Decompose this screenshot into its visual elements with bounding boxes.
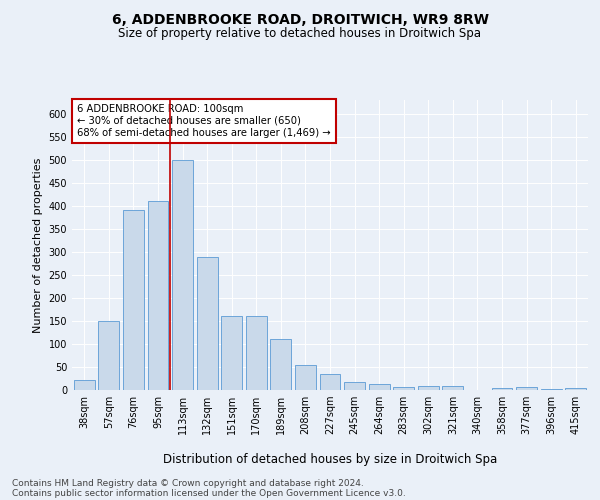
- Bar: [393, 387, 414, 390]
- Bar: [74, 380, 95, 390]
- Y-axis label: Number of detached properties: Number of detached properties: [33, 158, 43, 332]
- Bar: [271, 340, 292, 390]
- Text: Size of property relative to detached houses in Droitwich Spa: Size of property relative to detached ho…: [119, 28, 482, 40]
- Bar: [491, 388, 512, 390]
- Bar: [320, 374, 340, 390]
- Bar: [344, 382, 365, 390]
- Bar: [197, 256, 218, 390]
- Text: Contains public sector information licensed under the Open Government Licence v3: Contains public sector information licen…: [12, 488, 406, 498]
- Text: Distribution of detached houses by size in Droitwich Spa: Distribution of detached houses by size …: [163, 452, 497, 466]
- Bar: [98, 321, 119, 390]
- Bar: [418, 386, 439, 390]
- Text: 6 ADDENBROOKE ROAD: 100sqm
← 30% of detached houses are smaller (650)
68% of sem: 6 ADDENBROOKE ROAD: 100sqm ← 30% of deta…: [77, 104, 331, 138]
- Bar: [368, 384, 389, 390]
- Text: 6, ADDENBROOKE ROAD, DROITWICH, WR9 8RW: 6, ADDENBROOKE ROAD, DROITWICH, WR9 8RW: [112, 12, 488, 26]
- Bar: [246, 316, 267, 390]
- Bar: [516, 387, 537, 390]
- Bar: [442, 386, 463, 390]
- Bar: [295, 364, 316, 390]
- Bar: [565, 388, 586, 390]
- Bar: [541, 388, 562, 390]
- Text: Contains HM Land Registry data © Crown copyright and database right 2024.: Contains HM Land Registry data © Crown c…: [12, 478, 364, 488]
- Bar: [148, 202, 169, 390]
- Bar: [123, 210, 144, 390]
- Bar: [172, 160, 193, 390]
- Bar: [221, 316, 242, 390]
